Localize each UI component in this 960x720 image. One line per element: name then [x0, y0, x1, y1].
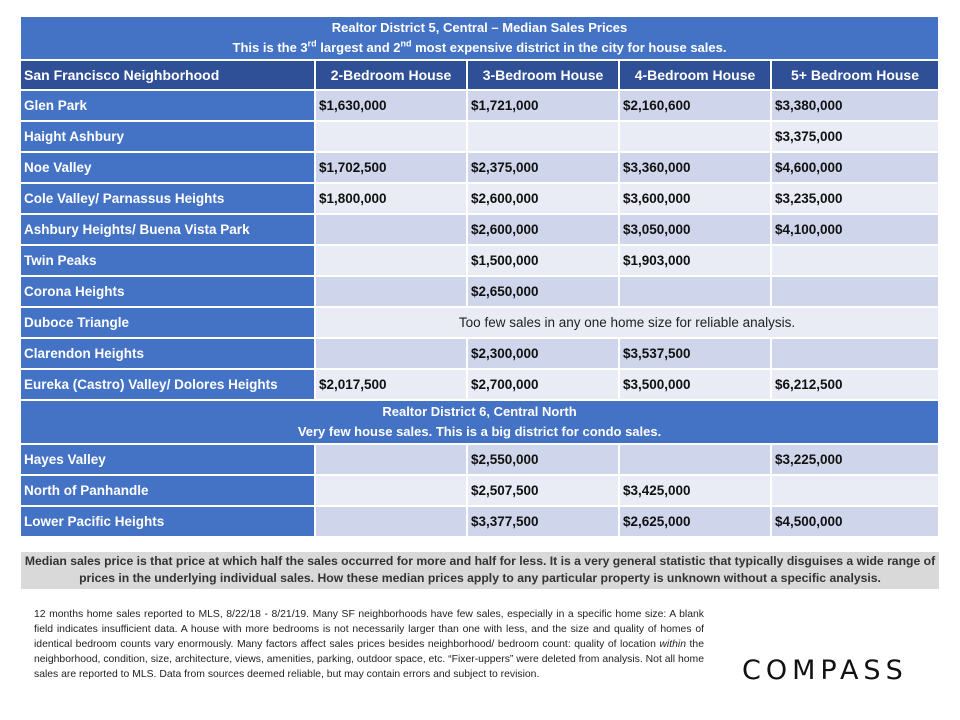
price-cell — [771, 475, 941, 507]
neighborhood-name: Twin Peaks — [21, 245, 316, 277]
price-cell — [315, 444, 468, 476]
price-cell: $2,650,000 — [467, 276, 620, 308]
neighborhood-name: Corona Heights — [21, 276, 316, 308]
price-cell: $2,017,500 — [315, 369, 468, 401]
header-2br: 2-Bedroom House — [315, 60, 468, 91]
neighborhood-name: Hayes Valley — [21, 444, 316, 476]
neighborhood-name: Duboce Triangle — [21, 307, 316, 339]
price-cell: $1,903,000 — [619, 245, 772, 277]
compass-logo: COMPASS — [742, 655, 908, 686]
price-cell: $3,225,000 — [771, 444, 941, 476]
price-cell: $1,721,000 — [467, 90, 620, 122]
neighborhood-name: Glen Park — [21, 90, 316, 122]
header-5br: 5+ Bedroom House — [771, 60, 941, 91]
price-cell: $1,630,000 — [315, 90, 468, 122]
district6-subtitle: Very few house sales. This is a big dist… — [297, 424, 662, 439]
table-row: Glen Park $1,630,000 $1,721,000 $2,160,600 $… — [21, 90, 941, 122]
table-row: Eureka (Castro) Valley/ Dolores Heights $… — [21, 369, 941, 401]
district6-banner: Realtor District 6, Central North Very fe… — [21, 400, 941, 445]
price-cell: $2,507,500 — [467, 475, 620, 507]
price-cell: $2,375,000 — [467, 152, 620, 184]
median-definition-note: Median sales price is that price at whic… — [21, 552, 939, 589]
price-cell: $3,425,000 — [619, 475, 772, 507]
price-cell: $3,050,000 — [619, 214, 772, 246]
price-cell: $2,600,000 — [467, 183, 620, 215]
table-row: Twin Peaks $1,500,000 $1,903,000 — [21, 245, 941, 277]
price-cell: $4,100,000 — [771, 214, 941, 246]
price-cell: $3,537,500 — [619, 338, 772, 370]
price-cell: $1,702,500 — [315, 152, 468, 184]
price-cell — [315, 276, 468, 308]
price-cell: $4,500,000 — [771, 506, 941, 538]
table-row: Haight Ashbury $3,375,000 — [21, 121, 941, 153]
median-prices-table: Realtor District 5, Central – Median Sal… — [21, 17, 941, 538]
district6-title: Realtor District 6, Central North — [382, 404, 577, 419]
price-cell: $6,212,500 — [771, 369, 941, 401]
price-cell: $2,600,000 — [467, 214, 620, 246]
table-row: Duboce Triangle Too few sales in any one … — [21, 307, 941, 339]
header-4br: 4-Bedroom House — [619, 60, 772, 91]
price-cell — [315, 121, 468, 153]
price-cell: $1,500,000 — [467, 245, 620, 277]
price-cell: $3,500,000 — [619, 369, 772, 401]
price-cell: $3,360,000 — [619, 152, 772, 184]
district5-subtitle: This is the 3rd largest and 2nd most exp… — [232, 38, 727, 55]
price-cell — [619, 276, 772, 308]
neighborhood-name: Cole Valley/ Parnassus Heights — [21, 183, 316, 215]
price-cell: $2,300,000 — [467, 338, 620, 370]
price-cell: $3,235,000 — [771, 183, 941, 215]
price-cell — [619, 444, 772, 476]
price-cell: $3,375,000 — [771, 121, 941, 153]
price-cell: $2,160,600 — [619, 90, 772, 122]
price-cell — [315, 245, 468, 277]
table-row: Lower Pacific Heights $3,377,500 $2,625,00… — [21, 506, 941, 538]
price-cell — [771, 245, 941, 277]
table-row: Corona Heights $2,650,000 — [21, 276, 941, 308]
footnote: 12 months home sales reported to MLS, 8/… — [34, 609, 704, 680]
table-header-row: San Francisco Neighborhood 2-Bedroom Hou… — [21, 60, 941, 91]
price-cell: $3,600,000 — [619, 183, 772, 215]
price-cell: $1,800,000 — [315, 183, 468, 215]
price-cell: $3,377,500 — [467, 506, 620, 538]
header-3br: 3-Bedroom House — [467, 60, 620, 91]
neighborhood-name: Noe Valley — [21, 152, 316, 184]
table-row: Ashbury Heights/ Buena Vista Park $2,600,… — [21, 214, 941, 246]
price-cell — [315, 338, 468, 370]
price-cell: $2,700,000 — [467, 369, 620, 401]
header-neighborhood: San Francisco Neighborhood — [21, 60, 316, 91]
price-cell — [771, 276, 941, 308]
neighborhood-name: Haight Ashbury — [21, 121, 316, 153]
price-cell: $2,550,000 — [467, 444, 620, 476]
table-row: North of Panhandle $2,507,500 $3,425,000 — [21, 475, 941, 507]
price-cell — [315, 506, 468, 538]
neighborhood-name: North of Panhandle — [21, 475, 316, 507]
price-cell — [315, 214, 468, 246]
neighborhood-name: Ashbury Heights/ Buena Vista Park — [21, 214, 316, 246]
table-row: Hayes Valley $2,550,000 $3,225,000 — [21, 444, 941, 476]
district5-banner: Realtor District 5, Central – Median Sal… — [21, 17, 941, 61]
neighborhood-name: Clarendon Heights — [21, 338, 316, 370]
price-cell — [619, 121, 772, 153]
price-cell — [467, 121, 620, 153]
table-row: Cole Valley/ Parnassus Heights $1,800,000… — [21, 183, 941, 215]
district5-title: Realtor District 5, Central – Median Sal… — [331, 20, 628, 35]
price-cell: $2,625,000 — [619, 506, 772, 538]
price-cell: $4,600,000 — [771, 152, 941, 184]
insufficient-data-note: Too few sales in any one home size for r… — [315, 307, 941, 339]
neighborhood-name: Lower Pacific Heights — [21, 506, 316, 538]
neighborhood-name: Eureka (Castro) Valley/ Dolores Heights — [21, 369, 316, 401]
price-cell: $3,380,000 — [771, 90, 941, 122]
table-row: Noe Valley $1,702,500 $2,375,000 $3,360,000… — [21, 152, 941, 184]
price-cell — [771, 338, 941, 370]
table-row: Clarendon Heights $2,300,000 $3,537,500 — [21, 338, 941, 370]
price-cell — [315, 475, 468, 507]
